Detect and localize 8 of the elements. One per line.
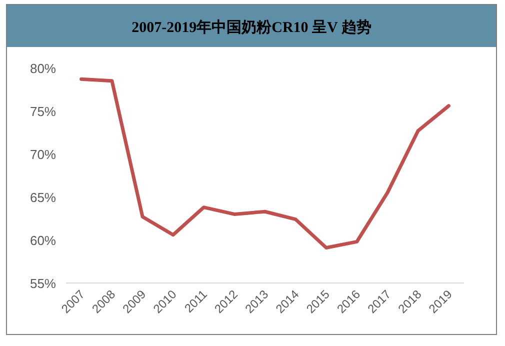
y-tick-label: 70% [30,147,56,162]
chart-title: 2007-2019年中国奶粉CR10 呈V 趋势 [132,19,372,36]
y-tick-label: 75% [30,104,56,119]
y-tick-label: 65% [30,190,56,205]
line-series [80,77,450,250]
y-tick-label: 80% [30,61,56,76]
y-tick-label: 55% [30,276,56,291]
y-tick-label: 60% [30,233,56,248]
